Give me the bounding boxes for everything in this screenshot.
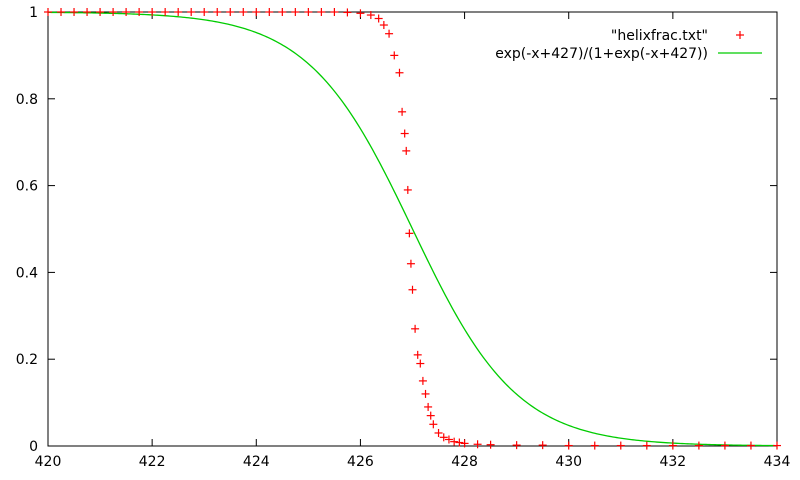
helixfrac-point (213, 8, 222, 16)
x-tick-label: 432 (659, 454, 686, 470)
y-tick-label: 0.2 (16, 352, 38, 368)
x-tick-label: 424 (243, 454, 270, 470)
helixfrac-point (403, 185, 412, 194)
plot-border (47, 11, 778, 447)
helixfrac-point (429, 420, 438, 429)
helixfrac-point (148, 8, 157, 16)
helixfrac-point (135, 8, 144, 16)
x-tick-label: 420 (35, 454, 62, 470)
helixfrac-point (239, 8, 248, 16)
helixfrac-point (486, 440, 495, 449)
y-tick-label: 0.4 (16, 265, 38, 281)
helixfrac-point (252, 8, 261, 16)
legend-marker-helixfrac (736, 31, 744, 39)
helixfrac-point (390, 51, 399, 60)
helixfrac-point (421, 389, 430, 398)
helixfrac-point (408, 285, 417, 294)
helixfrac-point (96, 8, 105, 16)
helixfrac-point (187, 8, 196, 16)
helixfrac-point (434, 428, 443, 437)
y-tick-label: 0.6 (16, 179, 38, 195)
legend-label-helixfrac: "helixfrac.txt" (611, 28, 708, 44)
helixfrac-point (411, 324, 420, 333)
helixfrac-point (44, 8, 52, 16)
helixfrac-point (70, 8, 79, 16)
x-tick-label: 434 (764, 454, 791, 470)
helixfrac-point (385, 29, 394, 38)
helixfrac-point (512, 441, 521, 450)
helixfrac-point (642, 441, 651, 450)
helixfrac-point (413, 350, 422, 359)
helixfrac-point (590, 441, 599, 450)
helixfrac-point (538, 441, 547, 450)
helixfrac-point (460, 439, 469, 448)
helixfrac-point (366, 11, 375, 20)
helixfrac-point (109, 8, 118, 16)
helixfrac-point (83, 8, 92, 16)
series-logistic-line (47, 11, 778, 447)
x-tick-label: 428 (451, 454, 478, 470)
helixfrac-point (418, 376, 427, 385)
x-tick-label: 430 (555, 454, 582, 470)
helixfrac-point (356, 9, 365, 18)
helixfrac-point (379, 21, 388, 30)
helixfrac-point (564, 441, 573, 450)
helixfrac-point (304, 8, 313, 16)
legend: "helixfrac.txt" exp(-x+427)/(1+exp(-x+42… (495, 28, 762, 62)
y-tick-label: 0.8 (16, 92, 38, 108)
series (44, 8, 781, 450)
helixfrac-point (402, 146, 411, 155)
helixfrac-point (746, 441, 755, 450)
x-tick-label: 426 (347, 454, 374, 470)
helixfrac-point (374, 14, 383, 23)
helixfrac-point (455, 438, 464, 447)
helixfrac-point (343, 8, 352, 17)
x-tick-label: 422 (139, 454, 166, 470)
helixfrac-point (265, 8, 274, 16)
helixfrac-point (439, 433, 448, 442)
helixfrac-point (278, 8, 287, 16)
helixfrac-point (200, 8, 209, 16)
helixfrac-point (405, 229, 414, 238)
helixfrac-point (424, 402, 433, 411)
helixfrac-point (398, 107, 407, 116)
helixfrac-point (720, 441, 729, 450)
helixfrac-point (426, 411, 435, 420)
helixfrac-point (174, 8, 183, 16)
helixfrac-point (122, 8, 131, 16)
axes (47, 11, 778, 447)
helixfrac-point (330, 8, 339, 16)
helixfrac-point (416, 359, 425, 368)
helixfrac-point (694, 441, 703, 450)
helixfrac-point (317, 8, 326, 16)
legend-plus-marker (736, 31, 744, 39)
helixfrac-point (406, 259, 415, 268)
y-tick-label: 1 (29, 5, 38, 21)
helixfrac-point (444, 435, 453, 444)
helixfrac-point (450, 437, 459, 446)
helixfrac-point (291, 8, 300, 16)
helixfrac-point (57, 8, 66, 16)
helixfrac-point (473, 440, 482, 449)
helixfrac-point (395, 68, 404, 77)
helixfrac-point (400, 129, 409, 138)
helixfrac-point (616, 441, 625, 450)
helixfrac-point (773, 441, 781, 450)
y-tick-label: 0 (29, 439, 38, 455)
helixfrac-point (161, 8, 170, 16)
legend-label-logistic: exp(-x+427)/(1+exp(-x+427)) (495, 46, 708, 62)
helixfrac-point (668, 441, 677, 450)
helixfrac-point (226, 8, 235, 16)
tick-labels: 420 422 424 426 428 430 432 434 0 0.2 0.4 0.6 0.8 1 (16, 5, 791, 470)
